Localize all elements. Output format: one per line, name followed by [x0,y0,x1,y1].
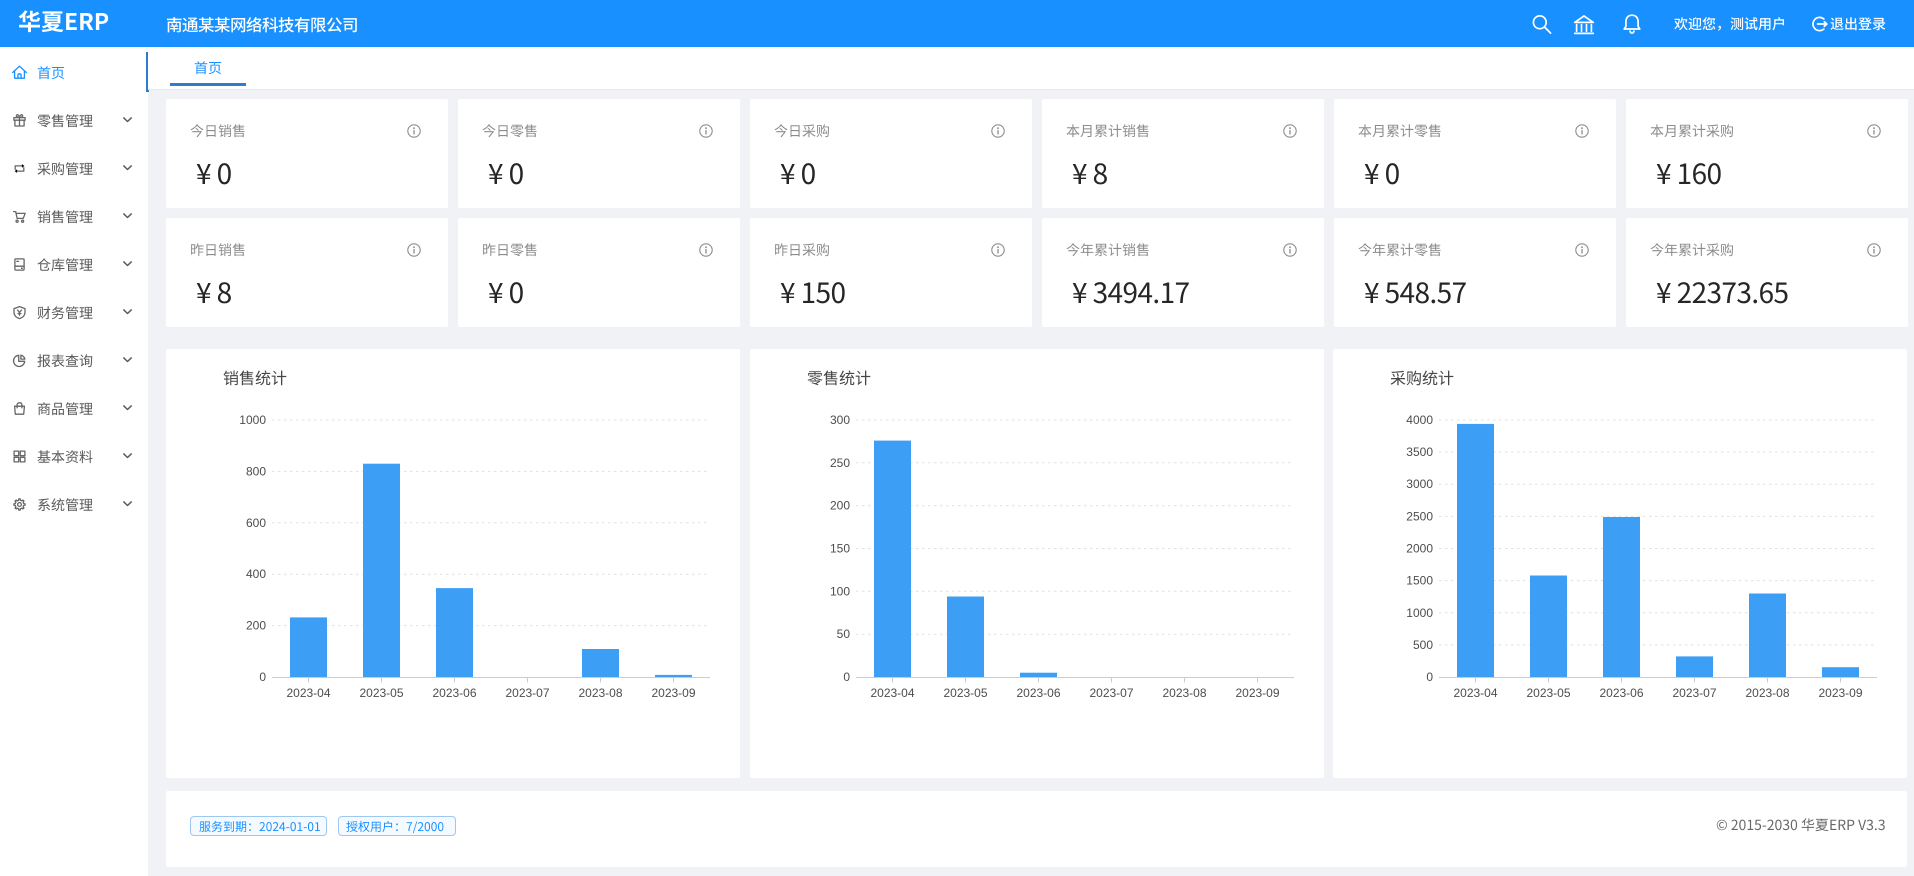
svg-text:200: 200 [830,499,850,513]
svg-text:1000: 1000 [1407,606,1434,620]
svg-text:2500: 2500 [1407,509,1434,523]
svg-text:2023-06: 2023-06 [1600,686,1644,700]
svg-text:2023-05: 2023-05 [1527,686,1571,700]
svg-text:2023-09: 2023-09 [1819,686,1863,700]
svg-text:2023-04: 2023-04 [1454,686,1498,700]
svg-text:200: 200 [246,619,266,633]
svg-text:0: 0 [843,670,850,684]
svg-text:2023-07: 2023-07 [1089,686,1133,700]
svg-text:2023-06: 2023-06 [1016,686,1060,700]
svg-text:3500: 3500 [1407,445,1434,459]
svg-text:2023-05: 2023-05 [359,686,403,700]
svg-text:150: 150 [830,542,850,556]
svg-text:2023-09: 2023-09 [1235,686,1279,700]
svg-text:800: 800 [246,464,266,478]
svg-text:1000: 1000 [239,413,266,427]
svg-text:2023-07: 2023-07 [505,686,549,700]
svg-text:500: 500 [1413,638,1433,652]
svg-text:2023-08: 2023-08 [1162,686,1206,700]
svg-text:0: 0 [259,670,266,684]
svg-text:2000: 2000 [1407,542,1434,556]
svg-text:600: 600 [246,516,266,530]
svg-text:2023-08: 2023-08 [578,686,622,700]
svg-text:2023-05: 2023-05 [943,686,987,700]
svg-text:2023-07: 2023-07 [1673,686,1717,700]
svg-text:2023-08: 2023-08 [1746,686,1790,700]
svg-text:2023-04: 2023-04 [286,686,330,700]
svg-text:50: 50 [836,627,850,641]
svg-text:2023-06: 2023-06 [432,686,476,700]
svg-text:300: 300 [830,413,850,427]
svg-text:1500: 1500 [1407,574,1434,588]
svg-text:2023-04: 2023-04 [870,686,914,700]
svg-text:400: 400 [246,567,266,581]
svg-text:4000: 4000 [1407,413,1434,427]
svg-text:3000: 3000 [1407,477,1434,491]
svg-text:250: 250 [830,456,850,470]
svg-text:2023-09: 2023-09 [651,686,695,700]
svg-text:100: 100 [830,584,850,598]
svg-text:0: 0 [1427,670,1434,684]
